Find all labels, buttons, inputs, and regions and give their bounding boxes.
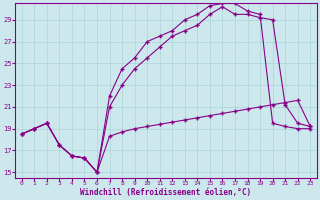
X-axis label: Windchill (Refroidissement éolien,°C): Windchill (Refroidissement éolien,°C) [80,188,252,197]
